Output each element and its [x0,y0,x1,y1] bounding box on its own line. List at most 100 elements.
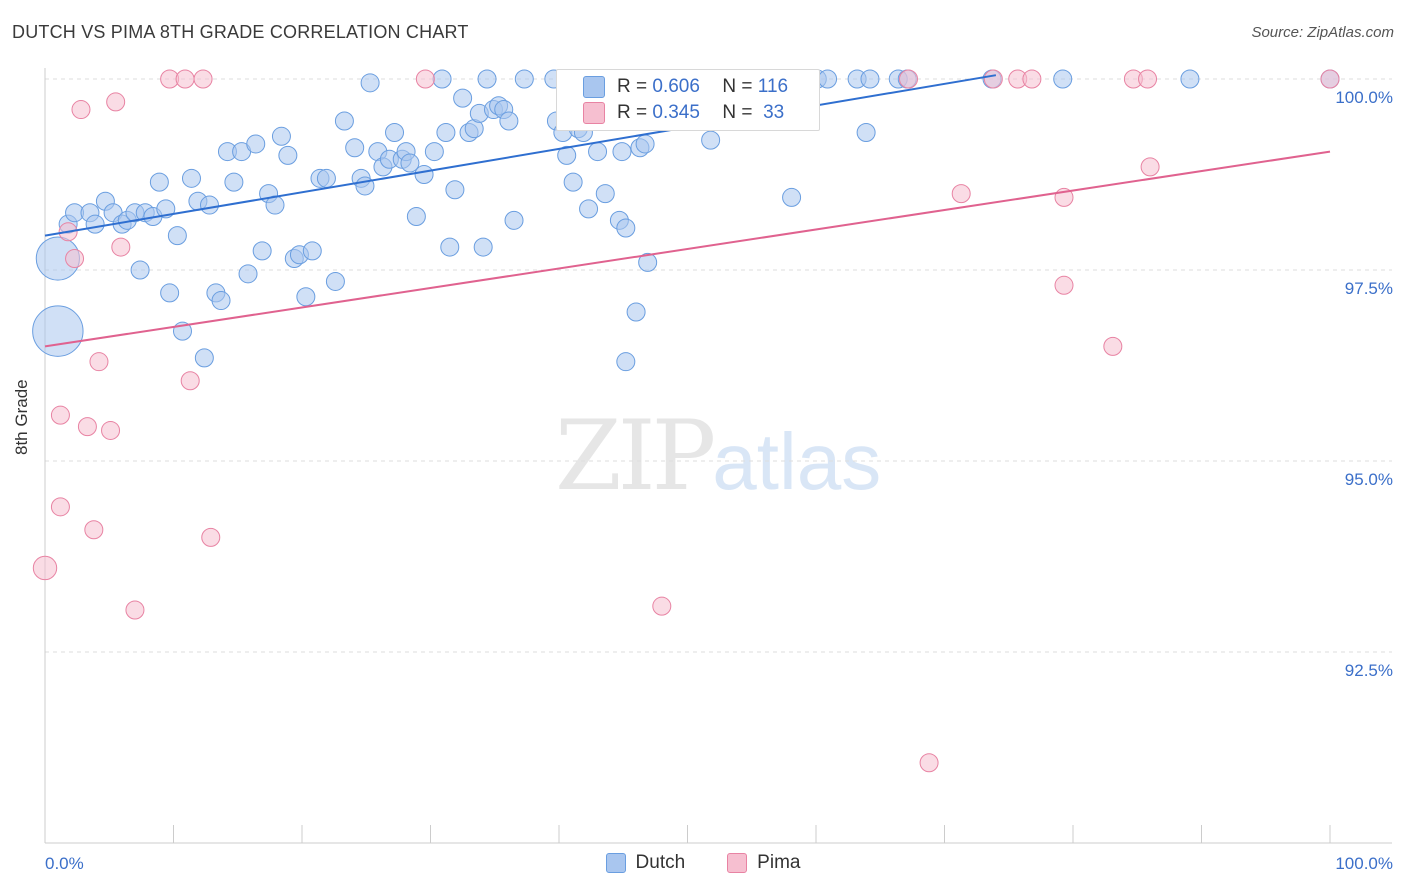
pima-point [1054,275,1074,295]
dutch-point [406,207,426,227]
pima-stats-row: R = 0.345 N = 33 [583,100,784,126]
dutch-point [579,199,599,219]
pima-n-value: 33 [763,102,785,123]
pima-point [919,753,939,773]
pima-swatch [583,102,605,124]
dutch-point [1180,69,1200,89]
pima-point [32,555,58,581]
pima-point [50,497,70,517]
pima-point [1140,157,1160,177]
dutch-point [626,302,646,322]
dutch-point [499,111,519,131]
pima-point [89,352,109,372]
dutch-point [563,172,583,192]
pima-point [1138,69,1158,89]
dutch-point [440,237,460,257]
legend-dutch-swatch [605,853,626,873]
dutch-point [445,180,465,200]
dutch-point [211,291,231,311]
dutch-swatch [583,76,605,98]
dutch-point [224,172,244,192]
pima-point [983,69,1003,89]
series-legend: Dutch Pima [0,852,1406,874]
pima-trend-line [44,150,1331,348]
pima-point [125,600,145,620]
dutch-point [616,218,636,238]
stats-legend: R = 0.606 N = 116 R = 0.345 N = 33 [556,69,820,131]
dutch-point [246,134,266,154]
dutch-point [252,241,272,261]
y-tick-label: 100.0% [1335,88,1393,107]
dutch-point [635,134,655,154]
dutch-point [160,283,180,303]
pima-point [180,371,200,391]
pima-point [1022,69,1042,89]
y-axis-label: 8th Grade [12,379,31,455]
dutch-point [334,111,354,131]
dutch-point [414,165,434,184]
dutch-point [360,73,380,93]
x-tick-label: 100.0% [1335,854,1393,873]
dutch-point [473,237,493,257]
pima-point [175,69,195,89]
dutch-point [514,69,534,89]
watermark-zip: ZIP [555,400,716,512]
dutch-point [238,264,258,284]
pima-point [193,69,213,89]
chart-title: DUTCH VS PIMA 8TH GRADE CORRELATION CHAR… [12,22,469,42]
dutch-n-label: N = [722,76,753,97]
y-tick-label: 92.5% [1345,661,1393,680]
dutch-point [85,214,105,234]
dutch-point [278,145,298,165]
pima-point [1320,69,1340,89]
dutch-point [504,210,524,230]
legend-dutch-label: Dutch [635,852,686,873]
dutch-point [149,172,169,192]
pima-point [50,405,70,425]
dutch-point [181,168,201,188]
dutch-point [167,226,187,246]
legend-pima-swatch [727,853,748,873]
legend-item-dutch: Dutch [605,852,686,874]
dutch-point [432,69,452,89]
dutch-n-value: 116 [757,76,789,97]
dutch-point [860,69,880,89]
pima-point [101,420,121,440]
pima-point [951,184,971,204]
dutch-point [194,348,214,368]
pima-point [1103,336,1123,356]
dutch-trend-line [44,74,997,237]
legend-pima-label: Pima [757,852,801,873]
dutch-point [385,122,405,142]
pima-point [899,69,919,89]
dutch-point [856,122,876,142]
dutch-point [325,271,345,291]
dutch-point [588,142,608,162]
y-tick-label: 95.0% [1345,470,1393,489]
dutch-point [782,187,802,207]
dutch-point [271,126,291,146]
dutch-point [424,142,444,162]
dutch-point [296,287,316,307]
dutch-r-label: R = [617,76,648,97]
dutch-point [616,352,636,372]
pima-point [84,520,104,540]
pima-point [201,527,221,547]
x-tick-label: 0.0% [45,854,84,873]
pima-point [106,92,126,112]
pima-point [111,237,131,257]
pima-r-label: R = [617,102,648,123]
pima-n-label: N = [722,102,753,123]
dutch-point [302,241,322,261]
pima-r-value: 0.345 [652,102,700,123]
y-tick-label: 97.5% [1345,279,1393,298]
dutch-stats-row: R = 0.606 N = 116 [583,74,788,100]
dutch-point [477,69,497,89]
dutch-point [436,122,456,142]
dutch-point [199,195,219,215]
pima-point [65,249,85,269]
dutch-point [32,305,84,357]
pima-point [415,69,435,89]
dutch-point [595,184,615,204]
